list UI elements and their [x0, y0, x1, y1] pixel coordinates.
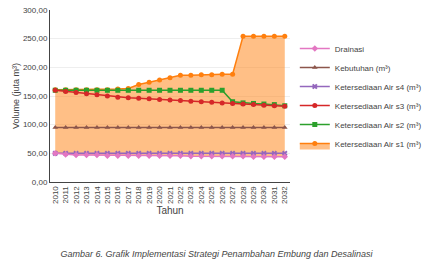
svg-text:0,00: 0,00 [32, 178, 48, 187]
svg-text:2013: 2013 [82, 186, 91, 204]
svg-text:2026: 2026 [218, 186, 227, 204]
svg-text:2030: 2030 [260, 186, 269, 204]
svg-text:2032: 2032 [280, 186, 289, 204]
svg-text:2024: 2024 [197, 186, 206, 204]
svg-text:2012: 2012 [72, 186, 81, 204]
svg-text:2029: 2029 [249, 186, 258, 204]
svg-text:2014: 2014 [93, 186, 102, 204]
svg-text:Ketersediaan Air s4 (m³): Ketersediaan Air s4 (m³) [335, 83, 422, 92]
svg-text:100,00: 100,00 [23, 120, 48, 129]
svg-text:Volume (juta m³): Volume (juta m³) [11, 63, 21, 129]
svg-text:2031: 2031 [270, 186, 279, 204]
svg-text:250,00: 250,00 [23, 34, 48, 43]
svg-text:2021: 2021 [166, 186, 175, 204]
svg-text:2019: 2019 [145, 186, 154, 204]
svg-text:Ketersediaan Air s2 (m³): Ketersediaan Air s2 (m³) [335, 121, 422, 130]
svg-text:2028: 2028 [239, 186, 248, 204]
svg-text:2022: 2022 [176, 186, 185, 204]
svg-text:300,00: 300,00 [23, 6, 48, 15]
svg-text:2020: 2020 [155, 186, 164, 204]
svg-text:2023: 2023 [186, 186, 195, 204]
svg-text:2018: 2018 [134, 186, 143, 204]
svg-text:200,00: 200,00 [23, 63, 48, 72]
svg-text:2010: 2010 [51, 186, 60, 204]
svg-text:2025: 2025 [207, 186, 216, 204]
svg-text:2016: 2016 [113, 186, 122, 204]
svg-text:2027: 2027 [228, 186, 237, 204]
svg-text:2015: 2015 [103, 186, 112, 204]
svg-text:50,00: 50,00 [27, 149, 48, 158]
svg-text:Ketersediaan Air s1 (m³): Ketersediaan Air s1 (m³) [335, 140, 422, 149]
svg-text:Drainasi: Drainasi [335, 45, 365, 54]
svg-text:Ketersediaan Air s3 (m³): Ketersediaan Air s3 (m³) [335, 102, 422, 111]
svg-text:2017: 2017 [124, 186, 133, 204]
svg-text:Gambar 6. Grafik Implementasi: Gambar 6. Grafik Implementasi Strategi P… [60, 249, 373, 259]
svg-text:150,00: 150,00 [23, 92, 48, 101]
svg-text:Tahun: Tahun [156, 205, 183, 216]
svg-text:2011: 2011 [61, 186, 70, 204]
svg-text:Kebutuhan (m³): Kebutuhan (m³) [335, 64, 391, 73]
